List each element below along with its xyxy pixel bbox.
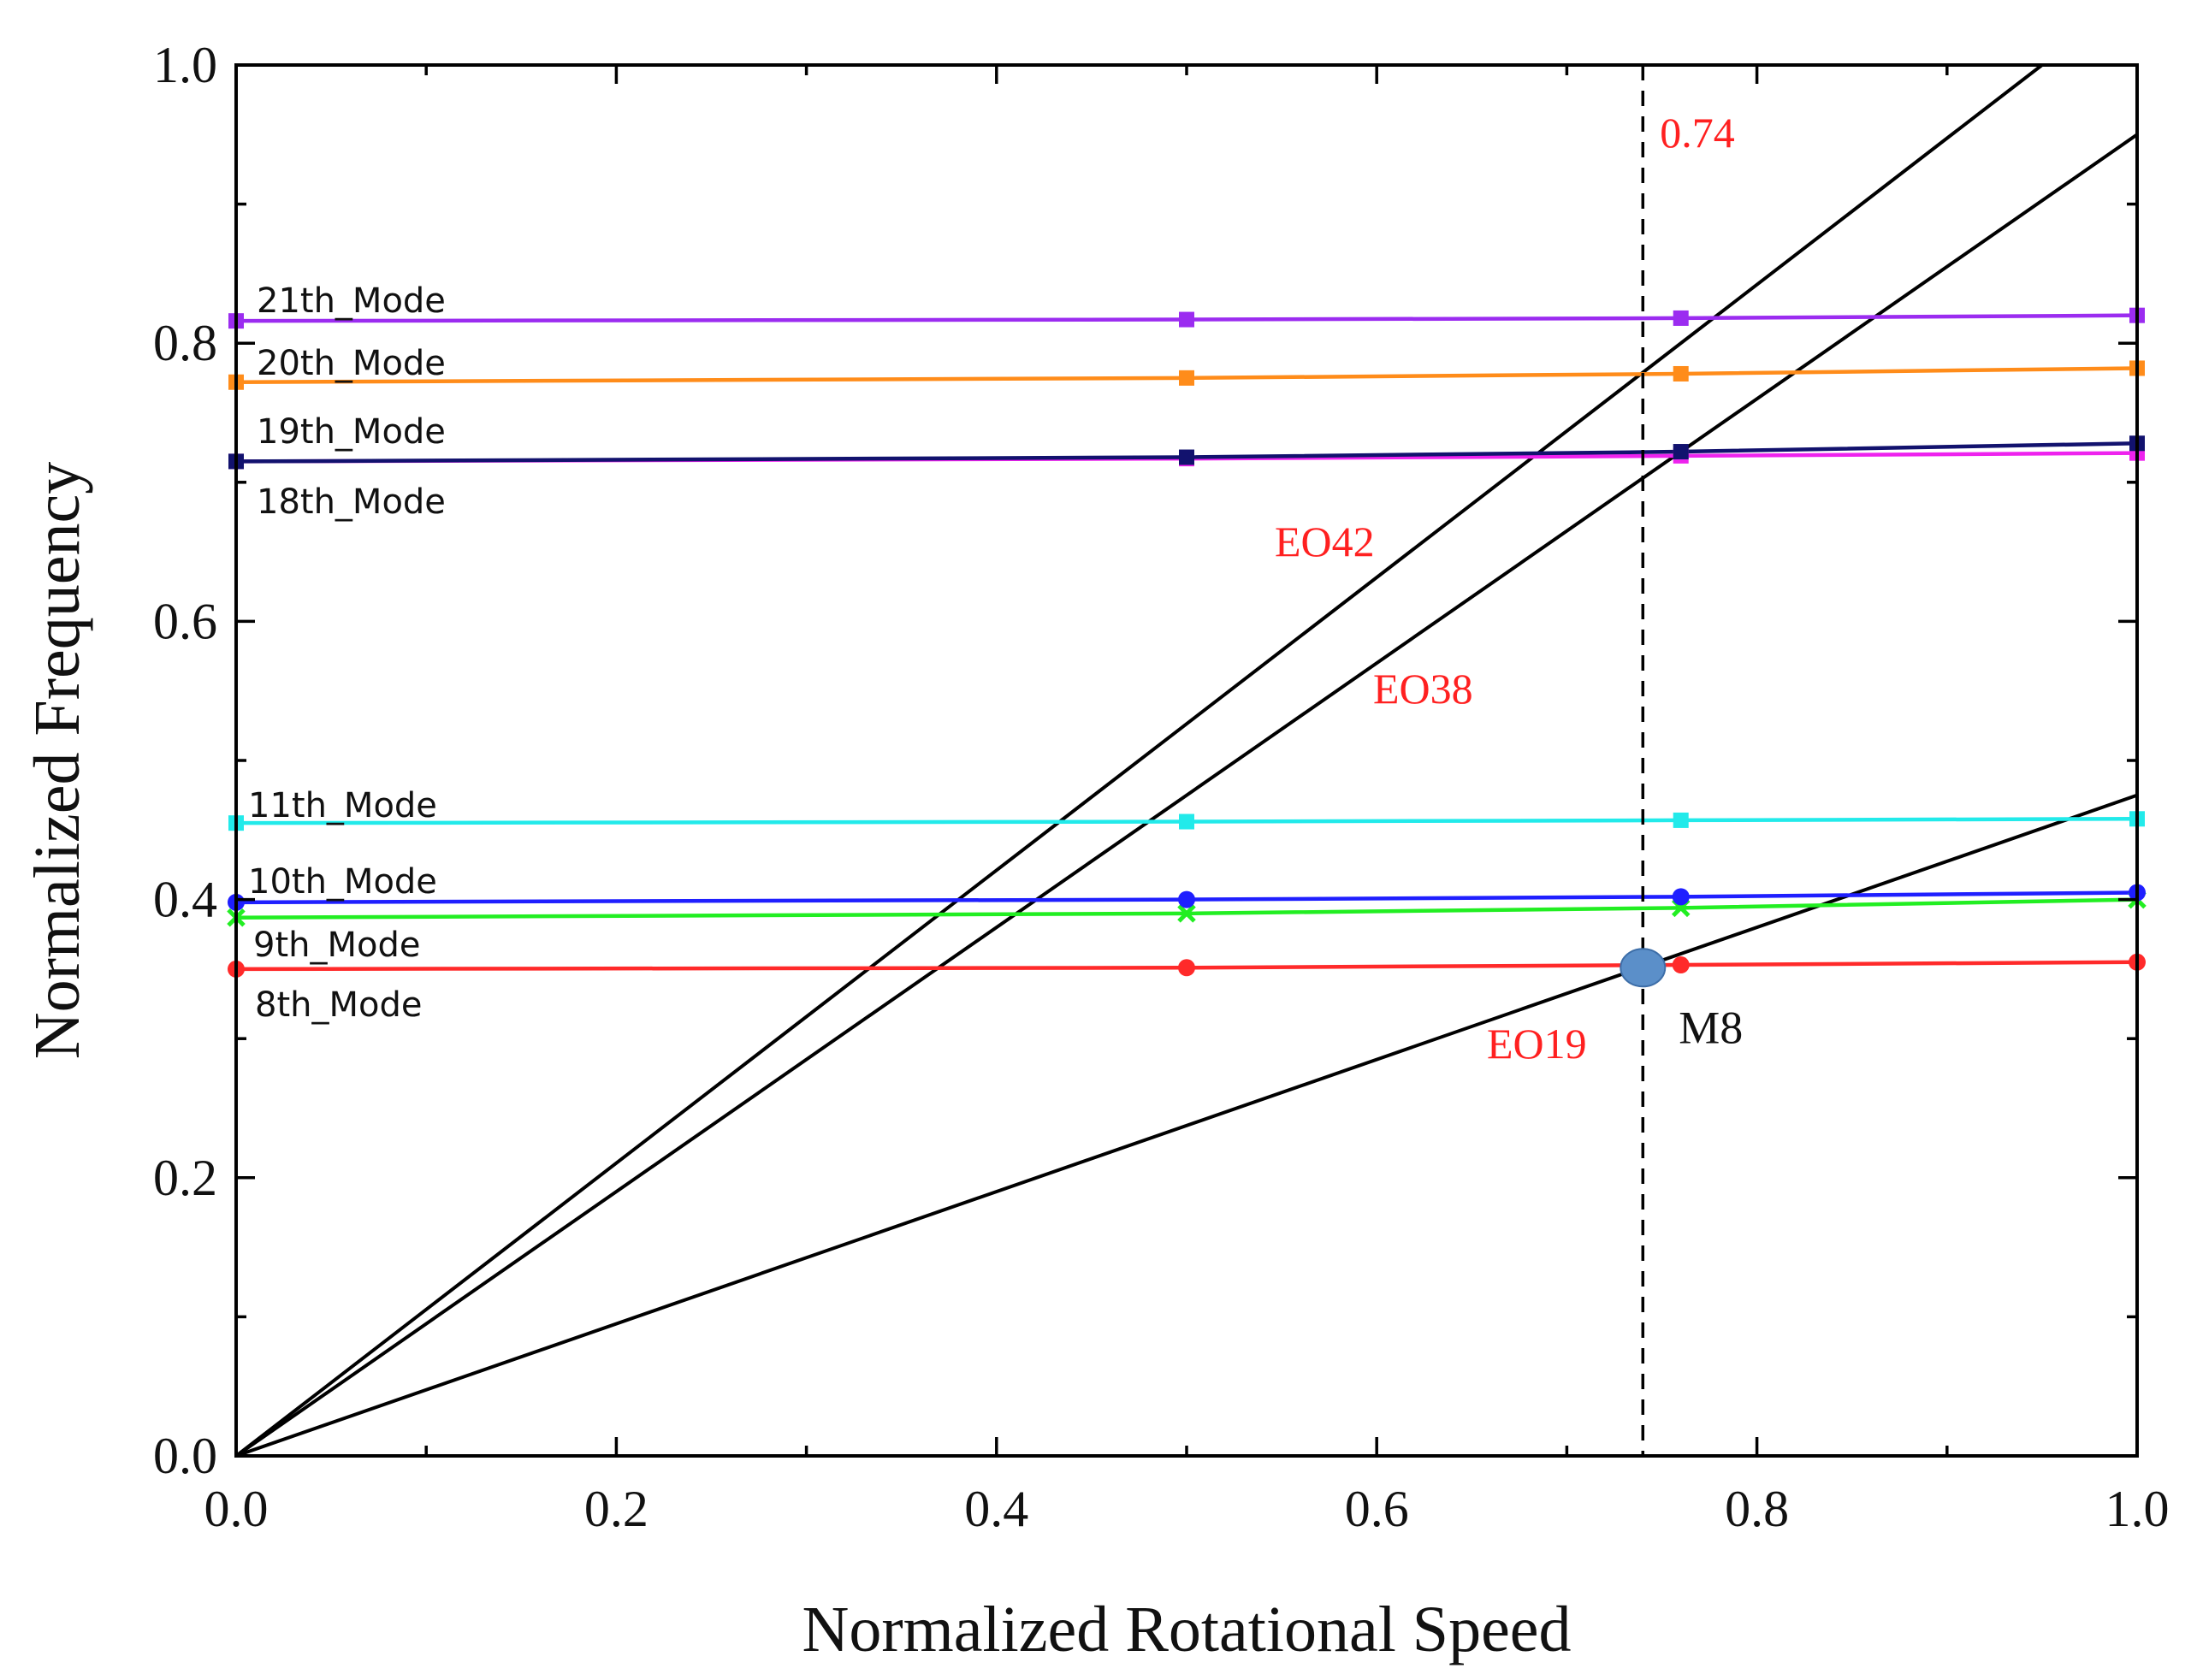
marker-8th-mode-1 xyxy=(1178,959,1195,977)
eo-line-eo42 xyxy=(236,65,2044,1456)
marker-11th-mode-2 xyxy=(1673,812,1689,828)
y-tick-label: 0.8 xyxy=(153,315,217,371)
y-tick-label: 0.2 xyxy=(153,1150,217,1206)
y-tick-label: 0.0 xyxy=(153,1428,217,1484)
mode-line-9th-mode xyxy=(235,897,2138,920)
x-tick-label: 0.8 xyxy=(1725,1481,1789,1537)
marker-10th-mode-2 xyxy=(1672,888,1690,906)
mode-label-11th-mode: 11th_Mode xyxy=(248,786,437,825)
plot-axes xyxy=(234,63,2139,1458)
marker-11th-mode-1 xyxy=(1179,813,1194,830)
mode-label-20th-mode: 20th_Mode xyxy=(257,344,446,383)
plot-frame xyxy=(234,63,2139,1458)
mode-label-8th-mode: 8th_Mode xyxy=(255,985,422,1025)
plot-lines xyxy=(235,65,2138,1456)
mode-label-10th-mode: 10th_Mode xyxy=(248,862,437,902)
eo-label-eo38: EO38 xyxy=(1373,665,1473,713)
mode-label-19th-mode: 19th_Mode xyxy=(257,412,446,452)
marker-19th-mode-2 xyxy=(1673,444,1689,460)
mode-label-21th-mode: 21th_Mode xyxy=(257,281,446,321)
y-tick-label: 1.0 xyxy=(153,37,217,93)
crossing-point-m8 xyxy=(1620,948,1667,988)
x-tick-label: 0.0 xyxy=(204,1481,269,1537)
mode-label-9th-mode: 9th_Mode xyxy=(253,926,420,965)
x-tick-label: 0.6 xyxy=(1345,1481,1409,1537)
plot-markers xyxy=(227,307,2147,988)
plot-labels: 0.0 0.2 0.4 0.6 0.8 1.0 0.0 0.2 0.4 0.6 0.8 1.0 Norm… xyxy=(21,37,2170,1665)
mode-line-19th-mode xyxy=(235,441,2138,464)
reference-line-label: 0.74 xyxy=(1660,109,1735,157)
eo-line-eo38 xyxy=(236,133,2137,1456)
crossing-point-label: M8 xyxy=(1679,1002,1743,1053)
marker-21th-mode-1 xyxy=(1179,311,1194,328)
marker-10th-mode-1 xyxy=(1178,890,1195,908)
x-axis-title: Normalized Rotational Speed xyxy=(802,1594,1571,1665)
marker-20th-mode-2 xyxy=(1673,365,1689,382)
mode-line-21th-mode xyxy=(235,313,2138,323)
marker-20th-mode-1 xyxy=(1179,370,1194,386)
marker-21th-mode-2 xyxy=(1673,310,1689,326)
y-tick-label: 0.4 xyxy=(153,872,217,928)
x-tick-label: 0.4 xyxy=(964,1481,1028,1537)
marker-19th-mode-1 xyxy=(1179,449,1194,465)
eo-label-eo19: EO19 xyxy=(1487,1020,1587,1068)
x-tick-label: 0.2 xyxy=(584,1481,648,1537)
marker-9th-mode-1 xyxy=(1177,904,1196,923)
mode-label-18th-mode: 18th_Mode xyxy=(257,482,446,522)
mode-line-10th-mode xyxy=(235,890,2138,905)
y-tick-label: 0.6 xyxy=(153,593,217,649)
x-tick-label: 1.0 xyxy=(2105,1481,2170,1537)
mode-line-11th-mode xyxy=(235,817,2138,825)
marker-8th-mode-2 xyxy=(1672,956,1690,974)
y-axis-title: Normalized Frequency xyxy=(21,462,93,1060)
mode-line-8th-mode xyxy=(235,960,2138,972)
eo-label-eo42: EO42 xyxy=(1275,518,1375,565)
mode-line-20th-mode xyxy=(235,366,2138,384)
